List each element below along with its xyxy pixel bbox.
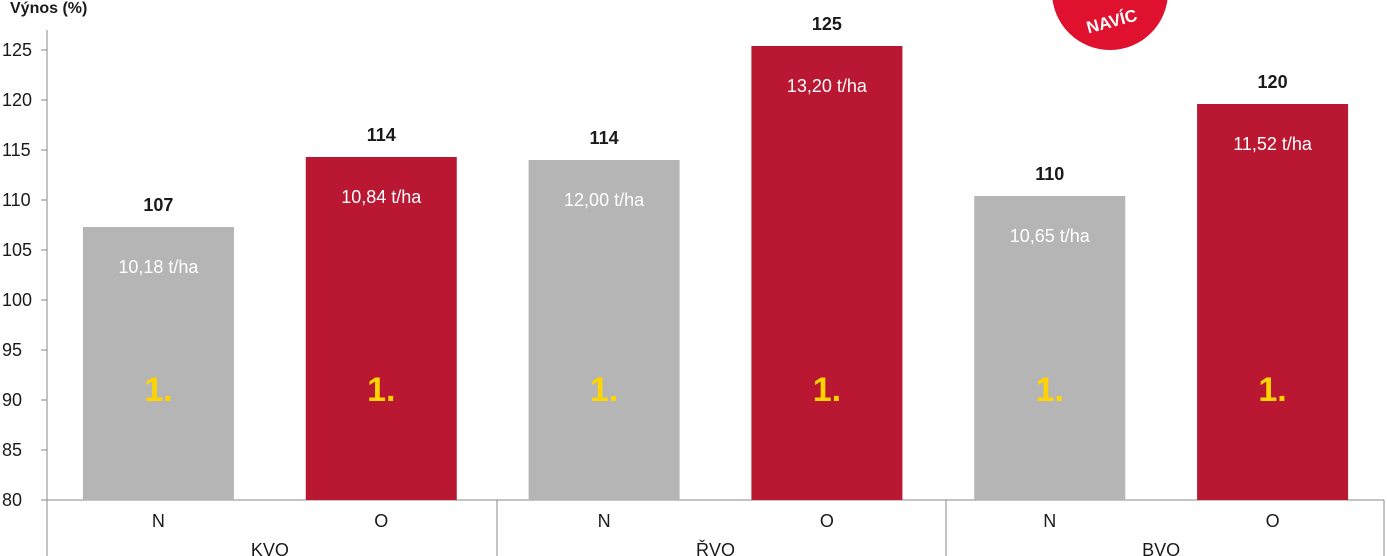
y-tick-label: 110 <box>2 190 31 210</box>
y-axis-ticks: 80 85 90 95 100 105 110 115 120 125 <box>2 40 47 510</box>
bar-yield-label: 13,20 t/ha <box>787 76 868 96</box>
y-tick-label: 90 <box>2 390 22 410</box>
group-labels: KVO ŘVO BVO <box>251 540 1180 556</box>
x-category-label: O <box>374 511 388 531</box>
bar-value-label: 114 <box>590 128 619 148</box>
bar-value-label: 120 <box>1258 72 1288 92</box>
x-category-label: O <box>1266 511 1280 531</box>
bar-řvo-o <box>751 46 903 500</box>
y-tick-label: 125 <box>2 40 32 60</box>
bar-yield-label: 10,18 t/ha <box>118 257 199 277</box>
y-tick-label: 80 <box>2 490 22 510</box>
x-category-label: N <box>598 511 611 531</box>
x-category-label: N <box>152 511 165 531</box>
bar-yield-label: 11,52 t/ha <box>1233 134 1313 154</box>
bar-rank-label: 1. <box>590 371 618 409</box>
y-tick-label: 105 <box>2 240 32 260</box>
y-axis-title: Výnos (%) <box>10 0 87 17</box>
y-tick-label: 95 <box>2 340 22 360</box>
bar-yield-label: 12,00 t/ha <box>564 190 645 210</box>
bar-rank-label: 1. <box>144 371 172 409</box>
y-tick-label: 85 <box>2 440 22 460</box>
x-category-label: O <box>820 511 834 531</box>
bar-rank-label: 1. <box>813 371 841 409</box>
bar-value-label: 114 <box>367 125 396 145</box>
x-group-label: KVO <box>251 540 289 556</box>
bars: 107 10,18 t/ha 1. 114 10,84 t/ha 1. 114 12,00 t… <box>82 14 1349 500</box>
bar-rank-label: 1. <box>1036 371 1064 409</box>
bar-bvo-o <box>1197 104 1349 500</box>
bar-yield-label: 10,84 t/ha <box>341 187 422 207</box>
y-tick-label: 100 <box>2 290 32 310</box>
bar-rank-label: 1. <box>1258 371 1286 409</box>
bar-bvo-n <box>974 196 1126 500</box>
bar-kvo-n <box>82 227 234 500</box>
y-tick-label: 120 <box>2 90 32 110</box>
x-group-label: BVO <box>1142 540 1180 556</box>
x-group-label: ŘVO <box>696 540 735 556</box>
x-category-label: N <box>1043 511 1056 531</box>
bar-value-label: 125 <box>812 14 842 34</box>
bar-value-label: 107 <box>143 195 173 215</box>
bar-řvo-n <box>528 160 680 500</box>
bar-kvo-o <box>305 157 457 500</box>
badge-circle <box>1052 0 1168 50</box>
bar-yield-label: 10,65 t/ha <box>1010 226 1091 246</box>
extra-yield-badge: NAVÍC <box>1052 0 1168 50</box>
bar-value-label: 110 <box>1035 164 1064 184</box>
bar-rank-label: 1. <box>367 371 395 409</box>
y-tick-label: 115 <box>2 140 31 160</box>
